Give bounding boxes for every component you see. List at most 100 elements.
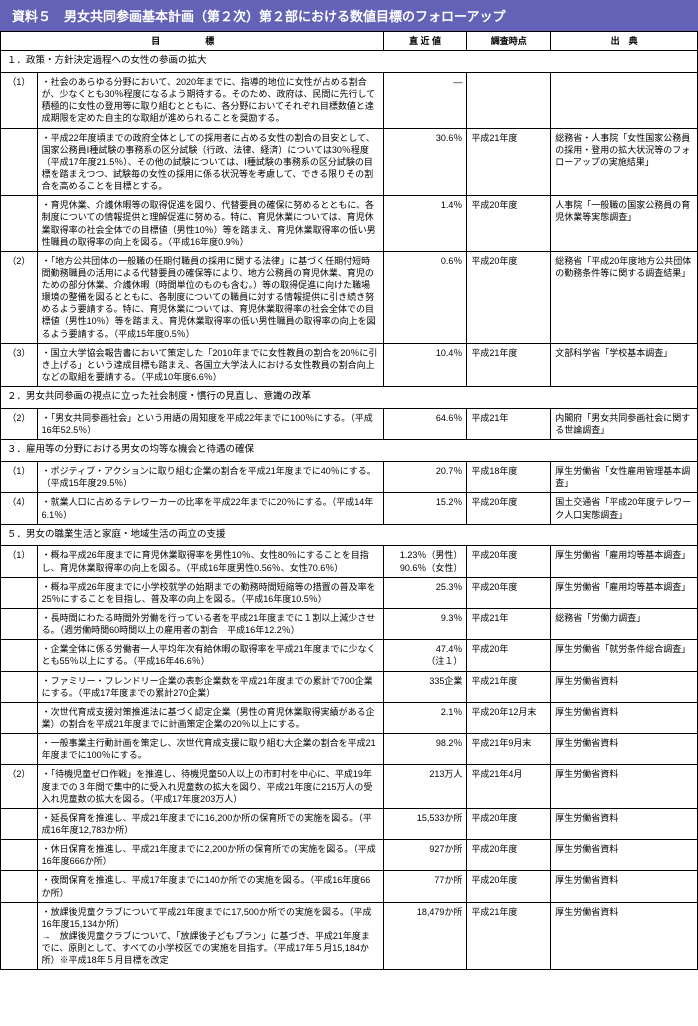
row-num: （3） [1, 343, 38, 386]
table-row: （2）・「男女共同参画社会」という用語の周知度を平成22年までに100％にする。… [1, 409, 698, 440]
row-num [1, 128, 38, 196]
row-num: （4） [1, 493, 38, 524]
row-value: 335企業 [383, 671, 467, 702]
col-value: 直 近 値 [383, 32, 467, 51]
table-row: ・平成22年度頃までの政府全体としての採用者に占める女性の割合の目安として、国家… [1, 128, 698, 196]
row-value: 20.7％ [383, 462, 467, 493]
row-src: 厚生労働省資料 [551, 671, 698, 702]
row-time: 平成20年度 [467, 840, 551, 871]
row-value: 47.4％ （注１） [383, 640, 467, 671]
row-goal: ・企業全体に係る労働者一人平均年次有給休暇の取得率を平成21年度までに少なくとも… [37, 640, 383, 671]
section-header: １．政策・方針決定過程への女性の参画の拡大 [1, 51, 698, 73]
row-num [1, 871, 38, 902]
row-src: 厚生労働省資料 [551, 871, 698, 902]
row-goal: ・社会のあらゆる分野において、2020年までに、指導的地位に女性が占める割合が、… [37, 72, 383, 128]
row-num: （2） [1, 765, 38, 808]
table-row: ・延長保育を推進し、平成21年度までに16,200か所の保育所での実施を図る。（… [1, 808, 698, 839]
row-time: 平成21年度 [467, 671, 551, 702]
table-row: ・育児休業、介護休暇等の取得促進を図り、代替要員の確保に努めるとともに、各制度に… [1, 196, 698, 252]
row-num: （1） [1, 546, 38, 577]
row-time: 平成21年度 [467, 128, 551, 196]
row-src: 厚生労働省資料 [551, 840, 698, 871]
row-value: 64.6％ [383, 409, 467, 440]
col-src: 出 典 [551, 32, 698, 51]
row-time: 平成21年9月末 [467, 734, 551, 765]
row-goal: ・概ね平成26年度までに小学校就学の始期までの勤務時間短縮等の措置の普及率を25… [37, 577, 383, 608]
row-num: （1） [1, 72, 38, 128]
table-row: ・一般事業主行動計画を策定し、次世代育成支援に取り組む大企業の割合を平成21年度… [1, 734, 698, 765]
row-time: 平成20年度 [467, 546, 551, 577]
row-goal: ・平成22年度頃までの政府全体としての採用者に占める女性の割合の目安として、国家… [37, 128, 383, 196]
row-goal: ・国立大学協会報告書において策定した「2010年までに女性教員の割合を20％に引… [37, 343, 383, 386]
table-row: （2）・「地方公共団体の一般職の任期付職員の採用に関する法律」に基づく任期付短時… [1, 251, 698, 343]
row-src: 厚生労働省「雇用均等基本調査」 [551, 577, 698, 608]
row-value: 1.4％ [383, 196, 467, 252]
row-src: 文部科学省「学校基本調査」 [551, 343, 698, 386]
row-value: 15.2％ [383, 493, 467, 524]
table-row: ・ファミリー・フレンドリー企業の表彰企業数を平成21年度までの累計で700企業に… [1, 671, 698, 702]
row-goal: ・長時間にわたる時間外労働を行っている者を平成21年度までに１割以上減少させる。… [37, 609, 383, 640]
row-num [1, 902, 38, 970]
row-num: （1） [1, 462, 38, 493]
table-row: ・夜間保育を推進し、平成17年度までに140か所での実施を図る。（平成16年度6… [1, 871, 698, 902]
row-time: 平成21年4月 [467, 765, 551, 808]
row-src: 厚生労働省「就労条件総合調査」 [551, 640, 698, 671]
row-goal: ・一般事業主行動計画を策定し、次世代育成支援に取り組む大企業の割合を平成21年度… [37, 734, 383, 765]
table-row: ・放課後児童クラブについて平成21年度までに17,500か所での実施を図る。（平… [1, 902, 698, 970]
page-root: 資料５ 男女共同参画基本計画（第２次）第２部における数値目標のフォローアップ 目… [0, 0, 698, 970]
row-time: 平成20年度 [467, 493, 551, 524]
row-num [1, 734, 38, 765]
table-row: （1）・社会のあらゆる分野において、2020年までに、指導的地位に女性が占める割… [1, 72, 698, 128]
row-time: 平成21年 [467, 409, 551, 440]
row-time: 平成18年度 [467, 462, 551, 493]
row-value: 0.6％ [383, 251, 467, 343]
section-header: ５．男女の職業生活と家庭・地域生活の両立の支援 [1, 524, 698, 546]
main-table: 目 標 直 近 値 調査時点 出 典 １．政策・方針決定過程への女性の参画の拡大… [0, 31, 698, 970]
row-num: （2） [1, 409, 38, 440]
row-time: 平成21年 [467, 609, 551, 640]
row-value: 25.3％ [383, 577, 467, 608]
row-num [1, 609, 38, 640]
row-value: — [383, 72, 467, 128]
row-src: 厚生労働省「雇用均等基本調査」 [551, 546, 698, 577]
row-time: 平成21年度 [467, 902, 551, 970]
row-goal: ・ポジティブ・アクションに取り組む企業の割合を平成21年度までに40％にする。（… [37, 462, 383, 493]
row-time: 平成20年度 [467, 196, 551, 252]
table-row: ・次世代育成支援対策推進法に基づく認定企業（男性の育児休業取得実績がある企業）の… [1, 702, 698, 733]
row-goal: ・放課後児童クラブについて平成21年度までに17,500か所での実施を図る。（平… [37, 902, 383, 970]
row-src: 総務省「平成20年度地方公共団体の勤務条件等に関する調査結果」 [551, 251, 698, 343]
section-label: ３．雇用等の分野における男女の均等な機会と待遇の確保 [1, 440, 698, 462]
row-goal: ・就業人口に占めるテレワーカーの比率を平成22年までに20％にする。（平成14年… [37, 493, 383, 524]
row-time: 平成21年度 [467, 343, 551, 386]
row-goal: ・延長保育を推進し、平成21年度までに16,200か所の保育所での実施を図る。（… [37, 808, 383, 839]
row-goal: ・「待機児童ゼロ作戦」を推進し、待機児童50人以上の市町村を中心に、平成19年度… [37, 765, 383, 808]
row-goal: ・夜間保育を推進し、平成17年度までに140か所での実施を図る。（平成16年度6… [37, 871, 383, 902]
table-row: ・企業全体に係る労働者一人平均年次有給休暇の取得率を平成21年度までに少なくとも… [1, 640, 698, 671]
row-src: 厚生労働省資料 [551, 765, 698, 808]
table-row: （1）・ポジティブ・アクションに取り組む企業の割合を平成21年度までに40％にす… [1, 462, 698, 493]
row-goal: ・「男女共同参画社会」という用語の周知度を平成22年までに100％にする。（平成… [37, 409, 383, 440]
page-title: 資料５ 男女共同参画基本計画（第２次）第２部における数値目標のフォローアップ [0, 0, 698, 31]
row-num [1, 640, 38, 671]
row-value: 2.1％ [383, 702, 467, 733]
row-value: 30.6％ [383, 128, 467, 196]
table-body: １．政策・方針決定過程への女性の参画の拡大（1）・社会のあらゆる分野において、2… [1, 51, 698, 970]
col-time: 調査時点 [467, 32, 551, 51]
row-src: 総務省・人事院「女性国家公務員の採用・登用の拡大状況等のフォローアップの実施結果… [551, 128, 698, 196]
row-value: 1.23％（男性） 90.6％（女性） [383, 546, 467, 577]
row-num [1, 577, 38, 608]
row-num [1, 196, 38, 252]
row-time: 平成20年12月末 [467, 702, 551, 733]
section-header: ２．男女共同参画の視点に立った社会制度・慣行の見直し、意識の改革 [1, 387, 698, 409]
row-goal: ・概ね平成26年度までに育児休業取得率を男性10％、女性80％にすることを目指し… [37, 546, 383, 577]
row-time: 平成20年度 [467, 577, 551, 608]
row-value: 77か所 [383, 871, 467, 902]
row-src: 厚生労働省「女性雇用管理基本調査」 [551, 462, 698, 493]
row-value: 98.2％ [383, 734, 467, 765]
row-num: （2） [1, 251, 38, 343]
table-row: ・概ね平成26年度までに小学校就学の始期までの勤務時間短縮等の措置の普及率を25… [1, 577, 698, 608]
table-row: ・休日保育を推進し、平成21年度までに2,200か所の保育所での実施を図る。（平… [1, 840, 698, 871]
row-src [551, 72, 698, 128]
section-label: １．政策・方針決定過程への女性の参画の拡大 [1, 51, 698, 73]
row-goal: ・ファミリー・フレンドリー企業の表彰企業数を平成21年度までの累計で700企業に… [37, 671, 383, 702]
